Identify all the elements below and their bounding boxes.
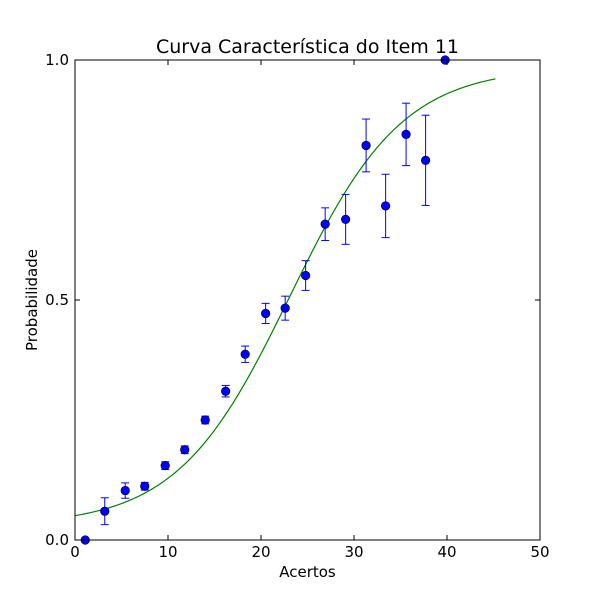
x-tick-label: 40	[437, 543, 456, 561]
data-point	[381, 201, 391, 211]
chart-title: Curva Característica do Item 11	[156, 36, 459, 58]
data-point	[120, 485, 130, 496]
y-tick-label: 0.0	[45, 531, 69, 549]
data-point	[280, 303, 290, 313]
data-point	[221, 386, 231, 396]
data-point	[361, 140, 371, 151]
x-tick-label: 20	[251, 543, 270, 561]
y-tick-label: 1.0	[45, 51, 69, 69]
data-point	[180, 445, 190, 455]
x-tick-label: 50	[530, 543, 549, 561]
x-tick-label: 30	[344, 543, 363, 561]
points-layer	[80, 55, 450, 545]
y-tick-label: 0.5	[45, 291, 69, 309]
y-axis-label: Probabilidade	[23, 249, 41, 351]
data-point	[341, 214, 351, 224]
data-point	[140, 481, 150, 491]
data-point	[320, 219, 330, 229]
data-point	[100, 506, 110, 516]
data-point	[301, 270, 311, 281]
plot-frame	[74, 59, 541, 541]
data-point	[160, 461, 170, 471]
x-tick-label: 0	[70, 543, 80, 561]
x-axis-label: Acertos	[279, 563, 336, 581]
ticks-layer: 0 10 20 30 40 50 0.0 0.5 1.0	[45, 51, 549, 561]
data-point	[240, 349, 250, 359]
data-point	[200, 415, 210, 425]
data-point	[401, 129, 411, 139]
data-point	[421, 155, 431, 165]
x-tick-label: 10	[158, 543, 177, 561]
data-point	[261, 308, 271, 319]
